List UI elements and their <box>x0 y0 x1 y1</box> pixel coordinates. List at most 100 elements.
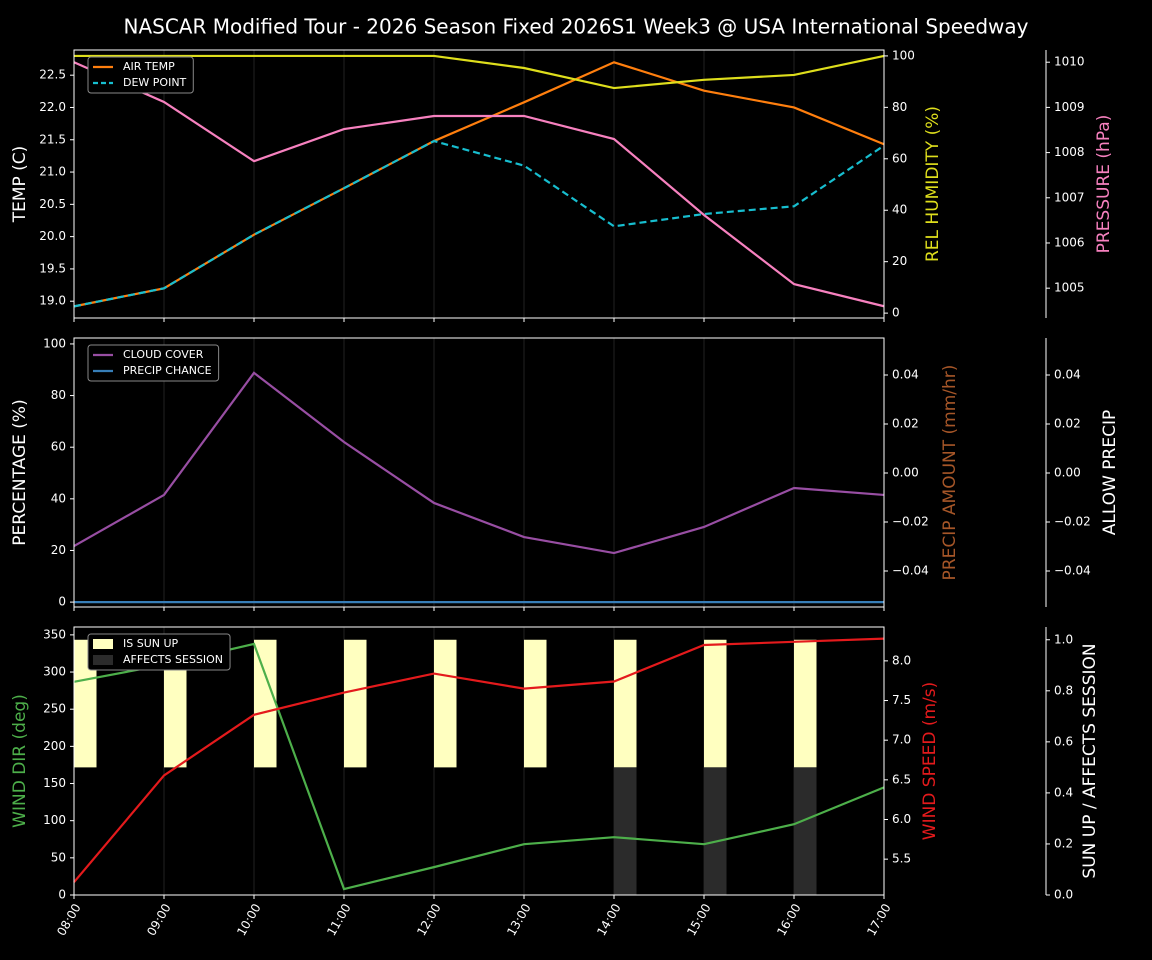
y-tick-label: 7.5 <box>892 693 911 707</box>
line-series <box>73 637 885 883</box>
y-tick-label: 21.5 <box>39 132 66 146</box>
plot-frame <box>73 626 885 896</box>
bar <box>794 767 817 895</box>
bar <box>614 767 637 895</box>
bar <box>254 639 277 768</box>
y-tick-label: 1.0 <box>1054 632 1073 646</box>
legend-label: AFFECTS SESSION <box>123 653 223 666</box>
y-tick-label: 8.0 <box>892 653 911 667</box>
y-tick-label: 0 <box>892 306 900 320</box>
y-tick-label: 200 <box>43 739 66 753</box>
y-tick-label: 1010 <box>1054 55 1085 69</box>
y-tick-label: 40 <box>51 491 66 505</box>
line-series <box>73 371 885 555</box>
y-tick-label: 40 <box>892 203 907 217</box>
y-tick-label: 350 <box>43 627 66 641</box>
y-tick-label: 0.04 <box>892 367 919 381</box>
y-tick-label: 6.0 <box>892 812 911 826</box>
y-tick-label: 0.6 <box>1054 734 1073 748</box>
axis-title: REL HUMIDITY (%) <box>923 106 943 262</box>
y-tick-label: 7.0 <box>892 733 911 747</box>
y-tick-label: 1009 <box>1054 100 1085 114</box>
bar <box>704 767 727 895</box>
y-tick-label: 20.0 <box>39 229 66 243</box>
y-tick-label: 0.00 <box>892 465 919 479</box>
bar <box>344 639 367 768</box>
line-series <box>73 61 885 308</box>
axis-title: ALLOW PRECIP <box>1100 410 1120 536</box>
y-tick-label: 80 <box>892 100 907 114</box>
y-tick-label: 100 <box>892 48 915 62</box>
y-tick-label: 80 <box>51 388 66 402</box>
y-tick-label: 0.04 <box>1054 367 1081 381</box>
y-tick-label: 60 <box>892 151 907 165</box>
axis-title: PERCENTAGE (%) <box>10 399 30 545</box>
legend-label: CLOUD COVER <box>123 348 204 361</box>
legend-swatch <box>93 655 113 665</box>
legend-label: DEW POINT <box>123 76 187 89</box>
y-tick-label: 250 <box>43 702 66 716</box>
legend: IS SUN UP AFFECTS SESSION <box>87 633 231 671</box>
y-tick-label: 20.5 <box>39 197 66 211</box>
plot-frame <box>73 337 885 608</box>
y-tick-label: −0.04 <box>892 563 929 577</box>
y-tick-label: 19.5 <box>39 261 66 275</box>
y-tick-label: 19.0 <box>39 294 66 308</box>
y-tick-label: 150 <box>43 776 66 790</box>
legend-box <box>87 344 220 382</box>
plot-frame <box>73 49 885 319</box>
y-tick-label: −0.04 <box>1054 563 1091 577</box>
y-tick-label: 0.2 <box>1054 836 1073 850</box>
bar <box>434 639 457 768</box>
y-tick-label: −0.02 <box>1054 514 1091 528</box>
legend-box <box>87 633 231 671</box>
y-tick-label: 100 <box>43 813 66 827</box>
legend-swatch <box>93 639 113 649</box>
y-tick-label: 20 <box>892 254 907 268</box>
chart-title: NASCAR Modified Tour - 2026 Season Fixed… <box>123 15 1028 39</box>
y-tick-label: 20 <box>51 543 66 557</box>
axis-title: PRESSURE (hPa) <box>1094 115 1114 254</box>
bar <box>74 639 97 768</box>
y-tick-label: 0 <box>58 595 66 609</box>
y-tick-label: 0.02 <box>892 416 919 430</box>
y-tick-label: 1007 <box>1054 190 1085 204</box>
axis-title: PRECIP AMOUNT (mm/hr) <box>940 365 960 581</box>
y-tick-label: 1005 <box>1054 281 1085 295</box>
bar <box>704 639 727 768</box>
legend-box <box>87 56 194 94</box>
y-tick-label: 6.5 <box>892 772 911 786</box>
y-tick-label: 0.0 <box>1054 888 1073 902</box>
y-tick-label: 100 <box>43 336 66 350</box>
legend-label: IS SUN UP <box>123 637 179 650</box>
y-tick-label: 0.4 <box>1054 785 1073 799</box>
y-tick-label: 5.5 <box>892 852 911 866</box>
bar <box>794 639 817 768</box>
y-tick-label: 21.0 <box>39 165 66 179</box>
y-tick-label: 50 <box>51 850 66 864</box>
bar <box>524 639 547 768</box>
axis-title: TEMP (C) <box>10 146 30 224</box>
legend: AIR TEMP DEW POINT <box>87 56 194 94</box>
y-tick-label: 0 <box>58 888 66 902</box>
y-tick-label: 0.00 <box>1054 465 1081 479</box>
y-tick-label: −0.02 <box>892 514 929 528</box>
legend: CLOUD COVER PRECIP CHANCE <box>87 344 220 382</box>
bar <box>164 639 187 768</box>
axis-title: WIND DIR (deg) <box>10 694 30 828</box>
y-tick-label: 0.8 <box>1054 683 1073 697</box>
y-tick-label: 0.02 <box>1054 416 1081 430</box>
line-series <box>73 139 885 308</box>
y-tick-label: 300 <box>43 665 66 679</box>
axis-title: SUN UP / AFFECTS SESSION <box>1080 643 1100 878</box>
line-series <box>74 54 885 90</box>
y-tick-label: 1008 <box>1054 145 1085 159</box>
legend-label: PRECIP CHANCE <box>123 364 212 377</box>
y-tick-label: 60 <box>51 440 66 454</box>
bar <box>614 639 637 768</box>
y-tick-label: 1006 <box>1054 235 1085 249</box>
axis-title: WIND SPEED (m/s) <box>920 682 940 840</box>
